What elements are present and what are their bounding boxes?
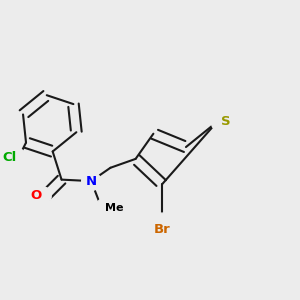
Circle shape (211, 112, 230, 131)
Text: Br: Br (154, 223, 171, 236)
Text: Cl: Cl (2, 151, 16, 164)
Circle shape (82, 172, 101, 190)
Circle shape (7, 148, 26, 167)
Circle shape (32, 186, 51, 206)
Text: Me: Me (105, 203, 124, 213)
Text: O: O (31, 189, 42, 203)
Text: S: S (220, 116, 230, 128)
Text: N: N (85, 175, 97, 188)
Circle shape (96, 198, 115, 217)
Circle shape (153, 213, 172, 232)
